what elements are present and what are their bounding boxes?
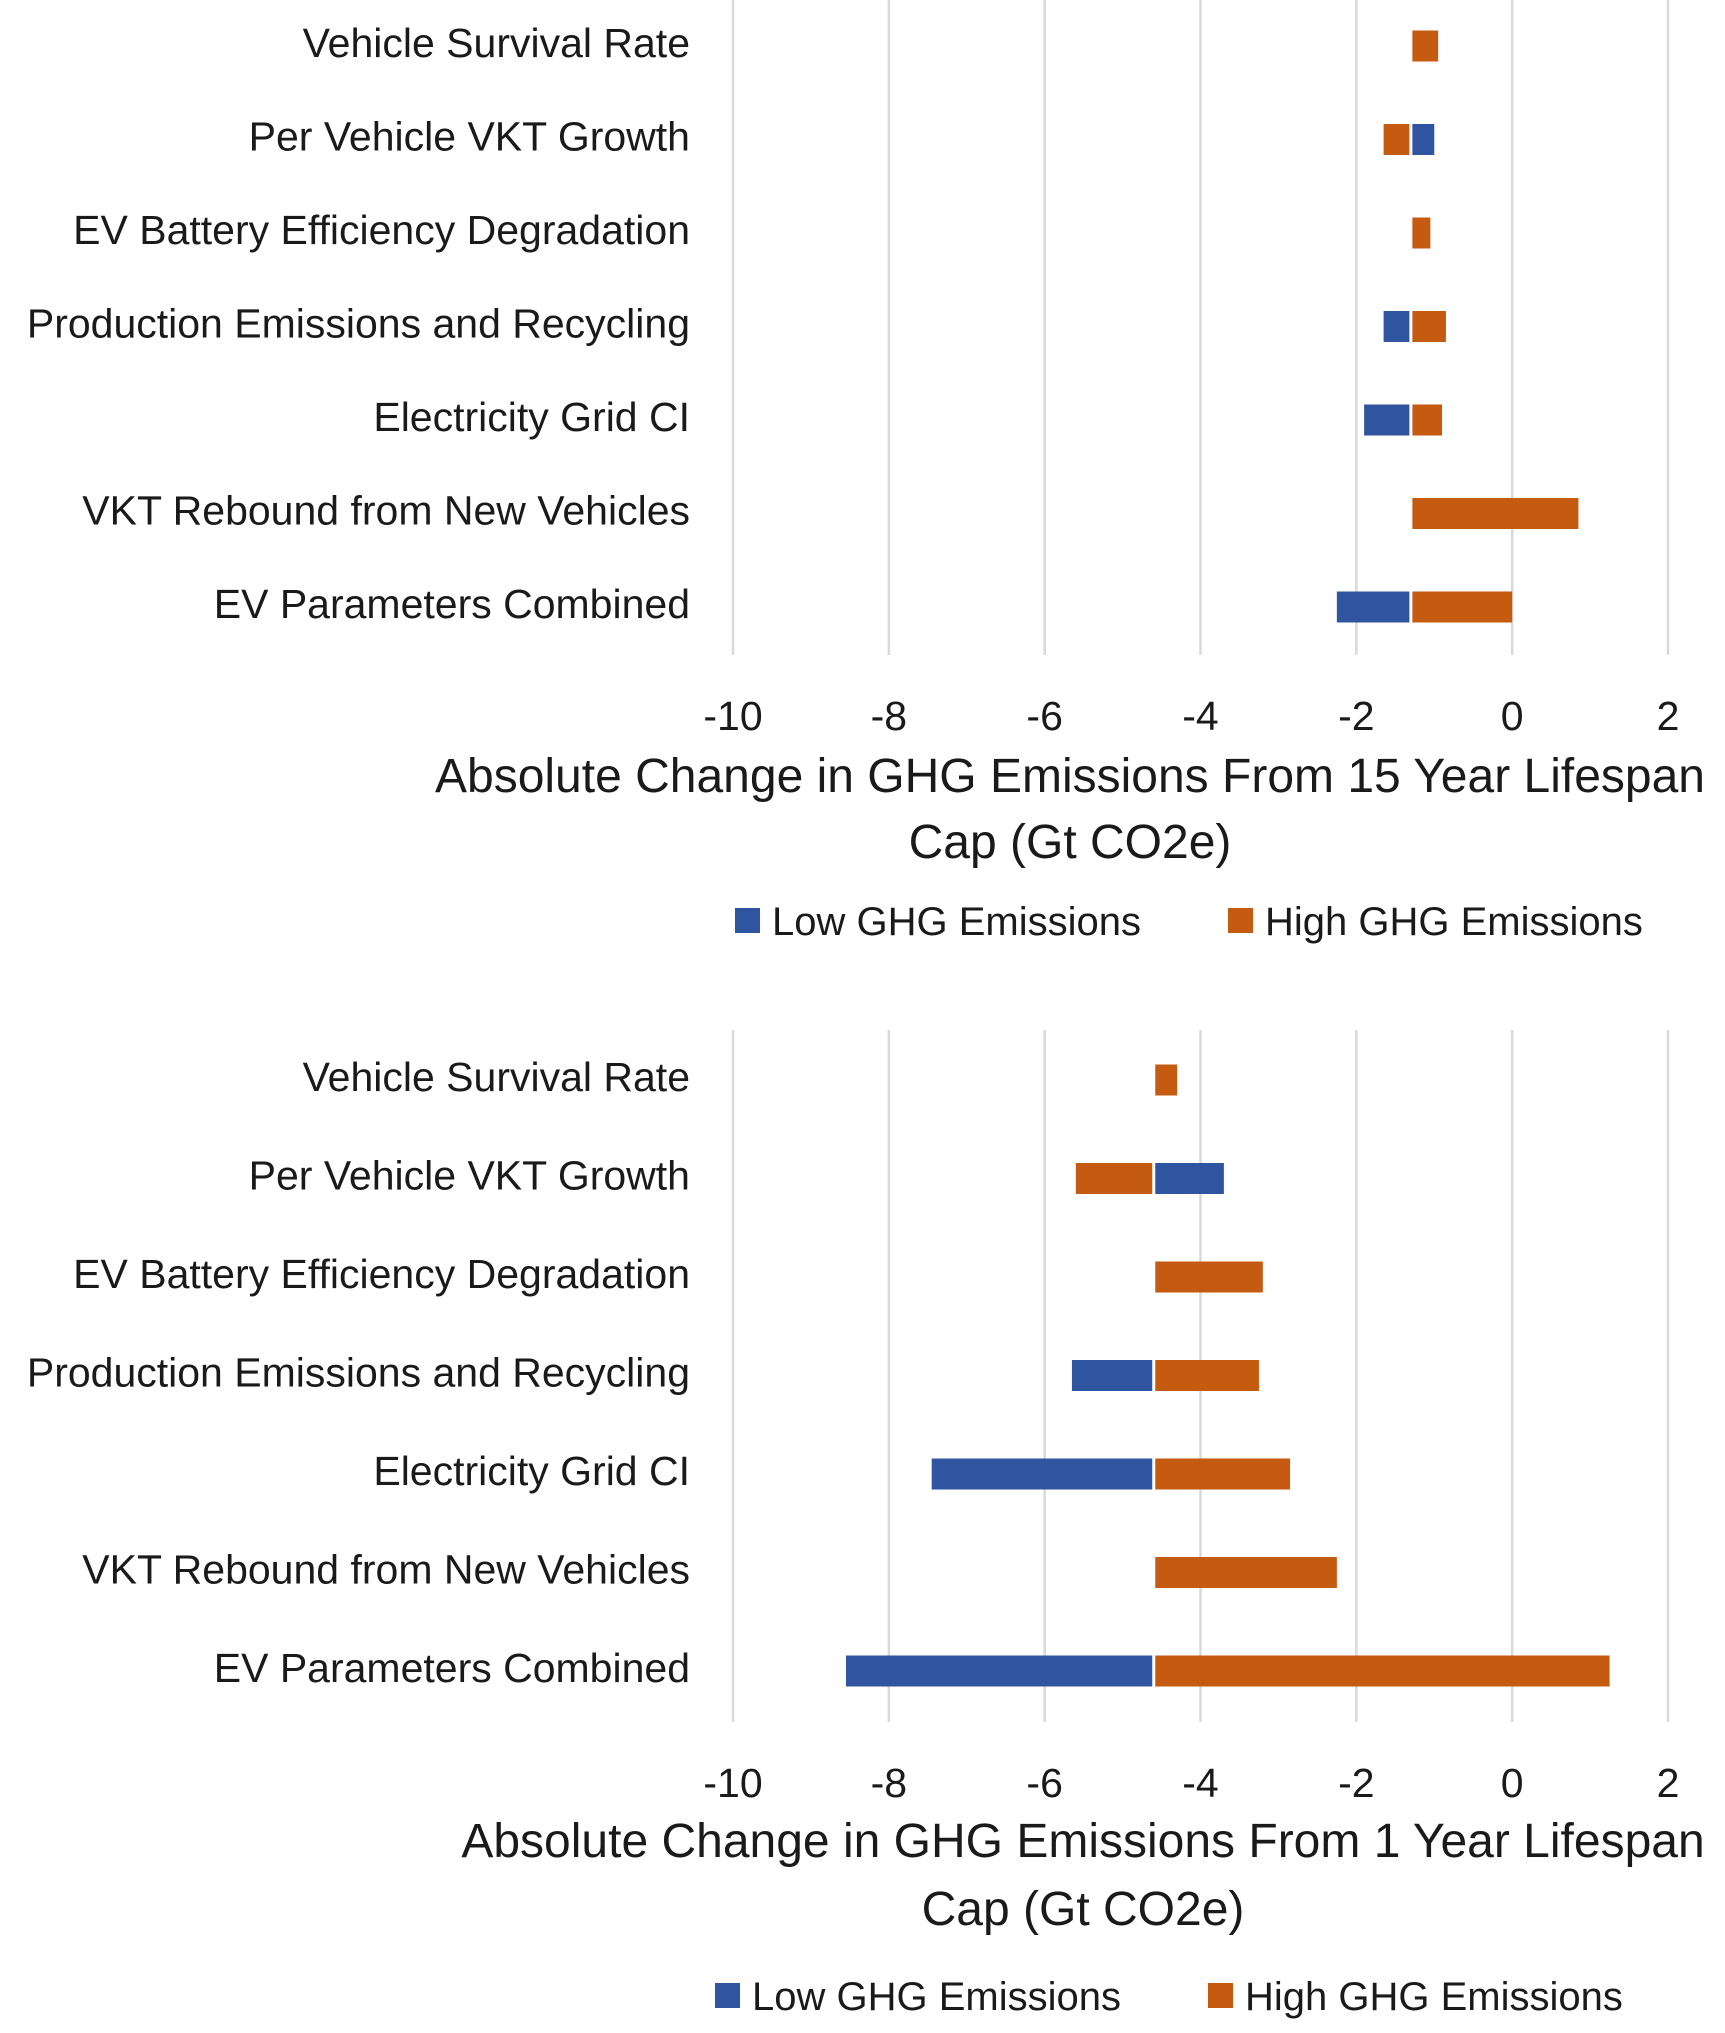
legend-label: Low GHG Emissions — [772, 900, 1141, 944]
x-tick-label: -6 — [1026, 693, 1062, 739]
legend-swatch-low — [735, 908, 760, 933]
x-tick-label: -6 — [1026, 1760, 1062, 1806]
category-label: Electricity Grid CI — [373, 1448, 690, 1494]
high-emissions-bar — [1410, 591, 1513, 623]
category-label: EV Parameters Combined — [214, 581, 690, 627]
x-axis-title: Cap (Gt CO2e) — [909, 816, 1232, 869]
category-label: Vehicle Survival Rate — [303, 20, 690, 66]
chart-1-year-lifespan: Vehicle Survival Rate Per Vehicle VKT Gro… — [27, 1030, 1705, 2019]
low-emissions-bar — [845, 1655, 1154, 1687]
high-emissions-bar — [1075, 1163, 1154, 1194]
low-emissions-bar — [1364, 404, 1411, 436]
low-emissions-bar — [1410, 124, 1435, 155]
x-tick-label: -8 — [871, 693, 907, 739]
high-emissions-bar — [1153, 1064, 1178, 1096]
legend-swatch-high — [1228, 908, 1253, 933]
legend-swatch-high — [1208, 1983, 1233, 2008]
x-tick-label: 0 — [1501, 1760, 1524, 1806]
x-tick-label: -4 — [1182, 693, 1218, 739]
low-emissions-bar — [931, 1458, 1154, 1490]
category-label: EV Parameters Combined — [214, 1645, 690, 1691]
category-label: Per Vehicle VKT Growth — [249, 113, 690, 159]
x-tick-label: -2 — [1338, 1760, 1374, 1806]
high-emissions-bar — [1153, 1360, 1259, 1391]
low-emissions-bar — [1383, 311, 1411, 342]
x-tick-label: -2 — [1338, 693, 1374, 739]
category-label: VKT Rebound from New Vehicles — [82, 487, 690, 533]
low-emissions-bar — [1153, 1163, 1224, 1194]
category-label: VKT Rebound from New Vehicles — [82, 1546, 690, 1592]
high-emissions-bar — [1410, 498, 1579, 529]
category-label: Electricity Grid CI — [373, 394, 690, 440]
category-label: Per Vehicle VKT Growth — [249, 1152, 690, 1198]
high-emissions-bar — [1383, 124, 1411, 155]
high-emissions-bar — [1153, 1458, 1291, 1490]
category-label: Vehicle Survival Rate — [303, 1054, 690, 1100]
high-emissions-bar — [1410, 30, 1439, 62]
category-label: EV Battery Efficiency Degradation — [73, 1251, 690, 1297]
high-emissions-bar — [1410, 404, 1443, 436]
category-label: EV Battery Efficiency Degradation — [73, 207, 690, 253]
legend-swatch-low — [715, 1983, 740, 2008]
high-emissions-bar — [1410, 311, 1446, 342]
x-axis-title: Absolute Change in GHG Emissions From 15… — [435, 750, 1705, 803]
chart-15-year-lifespan: Vehicle Survival Rate Per Vehicle VKT Gro… — [27, 0, 1705, 944]
low-emissions-bar — [1071, 1360, 1154, 1391]
x-tick-label: -10 — [703, 1760, 762, 1806]
legend-label: High GHG Emissions — [1245, 1975, 1623, 2019]
legend-label: High GHG Emissions — [1265, 900, 1643, 944]
x-axis-title: Absolute Change in GHG Emissions From 1 … — [461, 1815, 1704, 1868]
x-tick-label: 2 — [1657, 693, 1680, 739]
category-label: Production Emissions and Recycling — [27, 300, 690, 346]
high-emissions-bar — [1153, 1655, 1610, 1687]
x-tick-label: 0 — [1501, 693, 1524, 739]
low-emissions-bar — [1336, 591, 1411, 623]
high-emissions-bar — [1153, 1261, 1263, 1293]
x-tick-label: -10 — [703, 693, 762, 739]
x-axis-title: Cap (Gt CO2e) — [922, 1883, 1245, 1936]
high-emissions-bar — [1153, 1557, 1337, 1588]
high-emissions-bar — [1410, 217, 1431, 249]
legend-label: Low GHG Emissions — [752, 1975, 1121, 2019]
x-tick-label: -8 — [871, 1760, 907, 1806]
category-label: Production Emissions and Recycling — [27, 1349, 690, 1395]
x-tick-label: -4 — [1182, 1760, 1218, 1806]
x-tick-label: 2 — [1657, 1760, 1680, 1806]
